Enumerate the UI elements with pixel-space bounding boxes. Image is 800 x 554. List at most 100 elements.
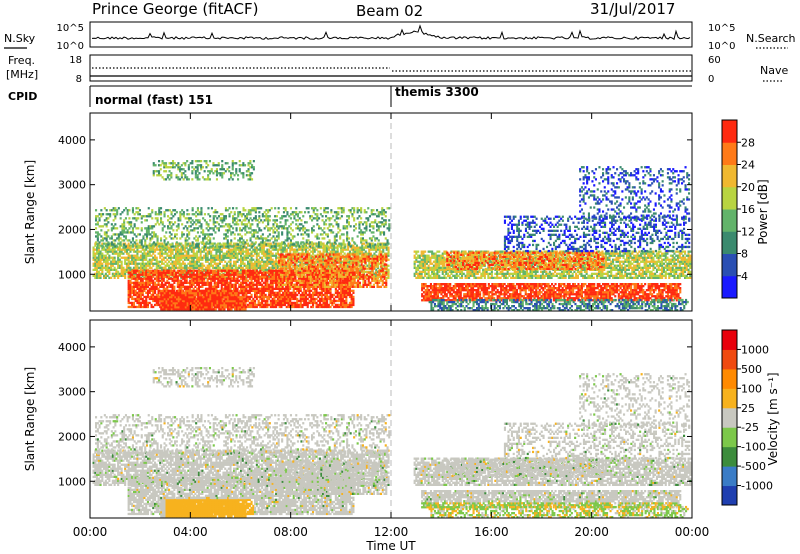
- power-cell: [212, 286, 214, 288]
- power-cell: [131, 249, 133, 251]
- power-cell: [272, 263, 274, 265]
- power-cell: [232, 300, 234, 302]
- power-cell: [263, 272, 265, 274]
- power-cell: [145, 257, 147, 259]
- power-cell: [275, 270, 277, 272]
- power-cell: [147, 263, 149, 265]
- power-cell: [303, 286, 305, 288]
- power-cell: [287, 266, 289, 268]
- power-cell: [282, 280, 284, 282]
- power-cell: [173, 308, 175, 310]
- power-cell: [330, 306, 332, 308]
- power-cell: [251, 284, 253, 286]
- power-cell: [119, 247, 121, 249]
- power-cell: [140, 286, 142, 288]
- power-cell: [316, 306, 318, 308]
- power-cell: [313, 268, 315, 270]
- power-cell: [235, 253, 237, 255]
- power-cell: [279, 294, 281, 296]
- power-cell: [294, 298, 296, 300]
- power-cell: [108, 247, 110, 249]
- power-cell: [96, 259, 98, 261]
- power-cell: [290, 258, 292, 260]
- power-cell: [314, 302, 316, 304]
- power-cell: [263, 245, 265, 247]
- power-cell: [323, 290, 325, 292]
- power-cell: [282, 304, 284, 306]
- power-cell: [166, 296, 168, 298]
- power-cell: [152, 276, 154, 278]
- power-cell: [176, 306, 178, 308]
- power-cell: [165, 272, 167, 274]
- power-cell: [330, 247, 332, 249]
- power-cell: [196, 259, 198, 261]
- power-cell: [314, 298, 316, 300]
- power-cell: [172, 278, 174, 280]
- power-cell: [172, 280, 174, 282]
- power-cell: [214, 280, 216, 282]
- power-cell: [173, 290, 175, 292]
- power-cell: [191, 280, 193, 282]
- power-cell: [216, 304, 218, 306]
- power-cell: [200, 280, 202, 282]
- power-cell: [310, 302, 312, 304]
- power-cell: [96, 253, 98, 255]
- power-cell: [105, 259, 107, 261]
- power-cell: [347, 306, 349, 308]
- power-cell: [170, 259, 172, 261]
- power-cell: [136, 302, 138, 304]
- power-cell: [244, 255, 246, 257]
- power-cell: [185, 306, 187, 308]
- power-cell: [209, 300, 211, 302]
- power-cell: [207, 257, 209, 259]
- power-cell: [237, 278, 239, 280]
- power-cell: [259, 292, 261, 294]
- power-cell: [165, 276, 167, 278]
- power-cell: [254, 265, 256, 267]
- power-cell: [205, 276, 207, 278]
- power-cell: [333, 249, 335, 251]
- power-cell: [135, 294, 137, 296]
- power-cell: [307, 247, 309, 249]
- power-cell: [259, 290, 261, 292]
- power-cell: [282, 282, 284, 284]
- power-cell: [275, 306, 277, 308]
- power-cell: [305, 292, 307, 294]
- power-cell: [177, 278, 179, 280]
- power-cell: [265, 274, 267, 276]
- power-cell: [108, 257, 110, 259]
- power-cell: [342, 300, 344, 302]
- power-cell: [208, 298, 210, 300]
- power-cell: [245, 282, 247, 284]
- power-cell: [143, 290, 145, 292]
- power-cell: [180, 265, 182, 267]
- power-cell: [259, 296, 261, 298]
- power-cell: [181, 294, 183, 296]
- power-cell: [349, 288, 351, 290]
- power-cell: [176, 294, 178, 296]
- power-cell: [149, 249, 151, 251]
- power-cell: [223, 302, 225, 304]
- power-cell: [219, 255, 221, 257]
- power-cell: [129, 294, 131, 296]
- power-cell: [209, 292, 211, 294]
- power-cell: [103, 261, 105, 263]
- power-cell: [251, 296, 253, 298]
- power-cell: [181, 292, 183, 294]
- power-cell: [220, 308, 222, 310]
- power-cell: [201, 267, 203, 269]
- power-cell: [244, 251, 246, 253]
- power-cell: [184, 263, 186, 265]
- power-cell: [196, 267, 198, 269]
- power-cell: [235, 286, 237, 288]
- power-cell: [354, 251, 356, 253]
- power-cell: [197, 298, 199, 300]
- power-cell: [184, 288, 186, 290]
- power-cell: [266, 300, 268, 302]
- power-cell: [284, 249, 286, 251]
- power-cell: [222, 243, 224, 245]
- power-cell: [273, 298, 275, 300]
- power-cell: [140, 282, 142, 284]
- power-cell: [212, 280, 214, 282]
- power-cell: [259, 261, 261, 263]
